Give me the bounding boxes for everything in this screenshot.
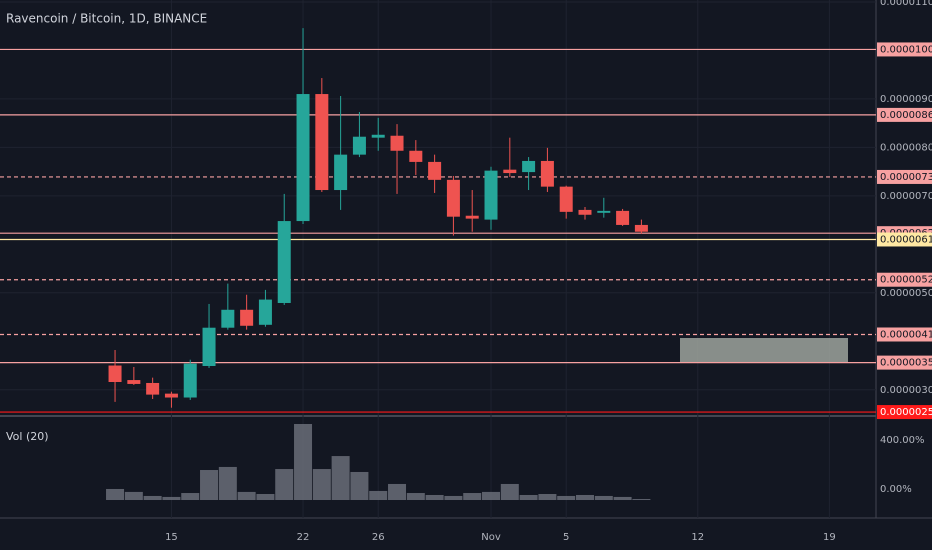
candle-body [540, 160, 554, 187]
candle-body [296, 94, 310, 222]
volume-bar [162, 496, 181, 500]
marks [0, 28, 876, 500]
x-tick-label: 26 [372, 532, 385, 543]
volume-bar [632, 499, 651, 500]
candle-body [164, 393, 178, 398]
volume-bar [237, 491, 256, 500]
candle-body [578, 209, 592, 215]
volume-bar [312, 469, 331, 500]
candle-body [127, 380, 141, 384]
volume-bar [275, 469, 294, 500]
candle-body [634, 224, 648, 232]
x-tick-label: Nov [481, 532, 501, 543]
level-label-box [877, 355, 932, 370]
volume-bar [218, 466, 237, 500]
candle-body [108, 365, 122, 383]
volume-bar [576, 494, 595, 500]
candle-body [371, 134, 385, 138]
volume-bar [143, 495, 162, 500]
candle-body [221, 309, 235, 328]
x-tick-label: 15 [165, 532, 178, 543]
volume-bar [369, 490, 388, 500]
volume-bar [557, 495, 576, 500]
candle-body [522, 160, 536, 173]
candle-body [352, 136, 366, 155]
candle-body [503, 169, 517, 174]
level-label-box [877, 272, 932, 287]
level-label-box [877, 107, 932, 122]
candle-body [315, 94, 329, 191]
volume-bar [538, 494, 557, 500]
candle-body [334, 154, 348, 191]
volume-bar [594, 495, 613, 500]
x-tick-label: 22 [297, 532, 310, 543]
drawn-rectangle [680, 338, 848, 362]
candle-body [390, 135, 404, 151]
candle-body [616, 210, 630, 225]
candle-body [258, 299, 272, 325]
level-label: 0.00000867 [880, 110, 932, 121]
volume-title: Vol (20) [6, 430, 49, 443]
candle-body [484, 170, 498, 220]
volume-bar [388, 483, 407, 500]
volume-bar [463, 493, 482, 500]
volume-bar [500, 483, 519, 500]
level-label-box [877, 405, 932, 420]
level-label: 0.00000739 [880, 172, 932, 183]
volume-bar [256, 494, 275, 500]
volume-bar [294, 423, 313, 500]
volume-bar [124, 491, 143, 500]
volume-bar [181, 493, 200, 500]
candle-body [597, 210, 611, 213]
candle-body [559, 186, 573, 212]
candle-body [409, 150, 423, 162]
x-tick-label: 19 [823, 532, 836, 543]
level-label: 0.00001002 [880, 44, 932, 55]
volume-bar [200, 470, 219, 500]
candle-body [146, 382, 160, 395]
level-label-box [877, 232, 932, 247]
volume-bar [482, 491, 501, 500]
chart-title: Ravencoin / Bitcoin, 1D, BINANCE [6, 12, 207, 26]
volume-tick-label: 400.00% [880, 435, 925, 446]
candle-body [428, 161, 442, 180]
volume-bar [350, 471, 369, 500]
level-label: 0.00000414 [880, 329, 932, 340]
level-label-box [877, 169, 932, 184]
level-label-box [877, 42, 932, 57]
y-tick-label: 0.00000300 [880, 385, 932, 396]
volume-bar [519, 494, 538, 500]
volume-bar [331, 456, 350, 500]
volume-bar [106, 488, 125, 500]
candle-body [277, 221, 291, 303]
volume-bar [406, 493, 425, 500]
candle-body [446, 179, 460, 217]
volume-bar [444, 495, 463, 500]
x-tick-label: 5 [563, 532, 569, 543]
level-label-box [877, 327, 932, 342]
x-tick-label: 12 [691, 532, 704, 543]
level-label: 0.00000527 [880, 275, 932, 286]
candle-body [240, 309, 254, 326]
volume-bar [425, 494, 444, 500]
level-label: 0.00000356 [880, 358, 932, 369]
candle-body [465, 215, 479, 219]
volume-bar [613, 496, 632, 500]
level-label: 0.00000254 [880, 407, 932, 418]
candle-body [202, 327, 216, 367]
volume-tick-label: 0.00% [880, 484, 912, 495]
candle-body [183, 363, 197, 398]
